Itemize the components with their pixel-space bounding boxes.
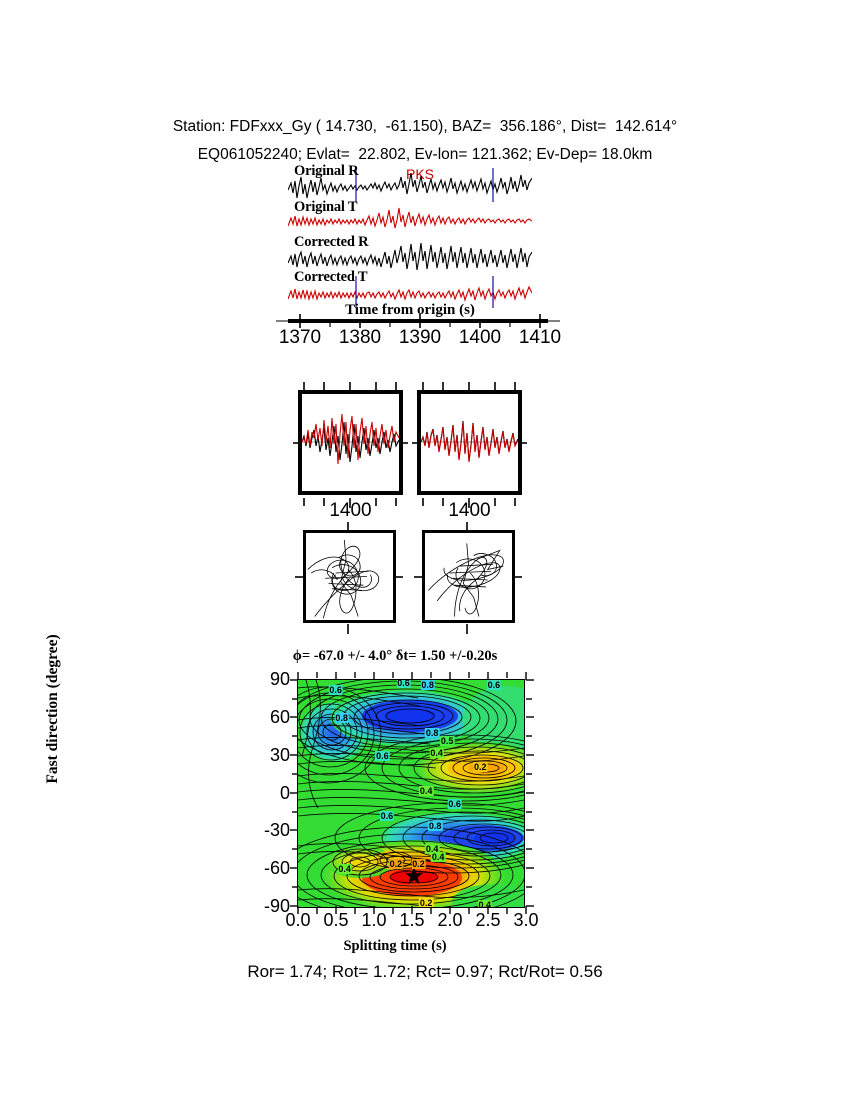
event-info-line: EQ061052240; Evlat= 22.802, Ev-lon= 121.…	[197, 146, 653, 163]
fast-direction-tick-labels: 90 60 30 0 -30 -60 -90	[232, 660, 290, 930]
y-tick-60: 60	[269, 707, 290, 727]
y-tick-30: 30	[269, 745, 290, 765]
y-tick-neg60: -60	[263, 858, 290, 878]
trace-label-original-r: Original R	[294, 163, 359, 179]
y-tick-neg30: -30	[263, 820, 290, 840]
particle-motion-box-corrected	[422, 530, 515, 623]
time-tick-1370: 1370	[278, 327, 322, 348]
time-tick-1380: 1380	[338, 327, 382, 348]
contour-surface	[298, 680, 524, 907]
y-tick-90: 90	[269, 669, 290, 689]
time-tick-1400: 1400	[458, 327, 502, 348]
trace-label-original-t: Original T	[294, 199, 358, 215]
y-tick-0: 0	[279, 783, 290, 803]
splitting-result-title: ϕ= -67.0 +/- 4.0° δt= 1.50 +/-0.20s	[292, 648, 498, 664]
trace-corrected-t	[288, 285, 532, 302]
trace-original-r	[288, 172, 532, 199]
y-tick-neg90: -90	[263, 896, 290, 916]
hodogram-uncorrected	[307, 539, 380, 619]
trace-corrected-r	[288, 242, 532, 271]
error-surface-contour-plot: 0.6 0.8 0.6 0.8 0.6 0.8 0.5 0.4 0.6 0.2 0.4 0.6 0.6 0…	[297, 679, 525, 908]
particle-motion-box-uncorrected	[303, 530, 396, 623]
station-info-line: Station: FDFxxx_Gy ( 14.730, -61.150), B…	[172, 118, 678, 135]
time-tick-labels: 1370 1380 1390 1400 1410	[250, 327, 570, 353]
x-tick-1-0: 1.0	[361, 910, 387, 930]
splitting-time-tick-labels: 0.0 0.5 1.0 1.5 2.0 2.5 3.0	[270, 910, 560, 936]
y-axis-title: Fast direction (degree)	[44, 634, 61, 784]
fast-slow-traces-uncorrected	[301, 413, 400, 465]
comparison-tick-label-2: 1400	[448, 500, 491, 521]
x-tick-3-0: 3.0	[513, 910, 539, 930]
x-tick-0-0: 0.0	[285, 910, 311, 930]
particle-motion-box-ticks	[295, 522, 522, 634]
trace-original-t	[288, 207, 532, 229]
comparison-box-ticks	[293, 382, 527, 508]
x-tick-1-5: 1.5	[399, 910, 425, 930]
time-axis-title: Time from origin (s)	[345, 302, 475, 318]
time-axis	[276, 314, 560, 328]
best-solution-star-marker	[405, 867, 423, 884]
comparison-tick-label-1: 1400	[329, 500, 372, 521]
x-axis-title: Splitting time (s)	[343, 938, 447, 954]
trace-label-corrected-r: Corrected R	[294, 234, 369, 250]
pks-phase-label: PKS	[406, 166, 435, 182]
comparison-box-corrected	[417, 390, 522, 495]
waveform-stack-panel: Original R Original T Corrected R Correc…	[288, 163, 532, 308]
x-tick-2-0: 2.0	[437, 910, 463, 930]
fast-slow-traces-corrected	[420, 420, 519, 463]
x-tick-0-5: 0.5	[323, 910, 349, 930]
time-tick-1390: 1390	[398, 327, 442, 348]
hodogram-corrected	[428, 543, 504, 617]
trace-label-corrected-t: Corrected T	[294, 269, 368, 285]
waveform-traces	[288, 168, 532, 308]
x-tick-2-5: 2.5	[475, 910, 501, 930]
contour-axis-ticks	[290, 672, 534, 914]
time-tick-1410: 1410	[518, 327, 562, 348]
quality-metrics-line: Ror= 1.74; Rot= 1.72; Rct= 0.97; Rct/Rot…	[247, 962, 603, 981]
